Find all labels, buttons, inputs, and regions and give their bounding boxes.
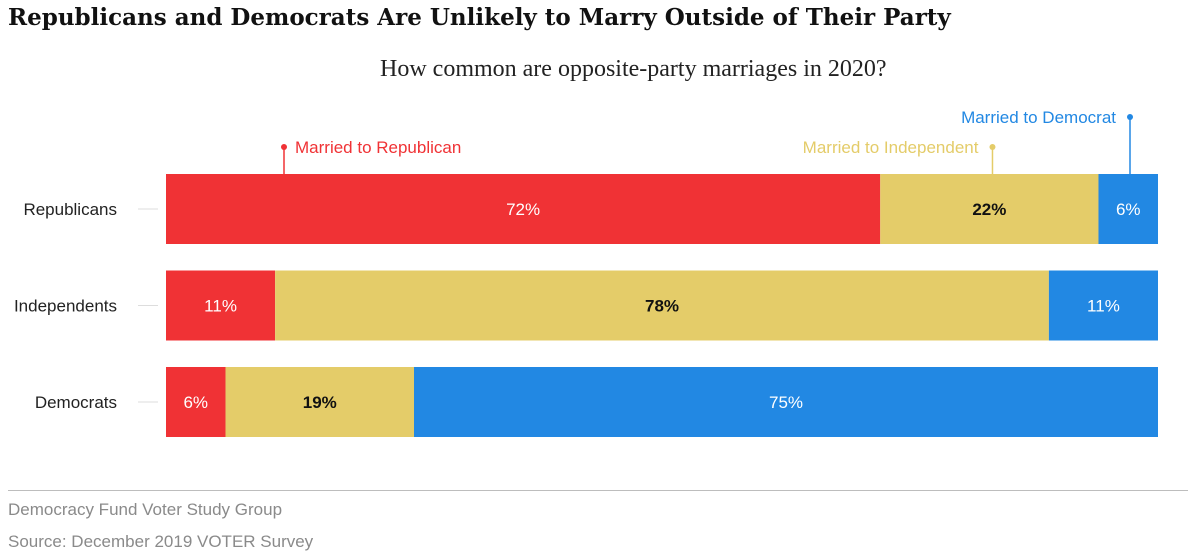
- legend-dot-married-to-democrat: [1127, 114, 1133, 120]
- data-label: 72%: [506, 200, 540, 219]
- category-label-republicans: Republicans: [23, 200, 117, 219]
- data-label: 11%: [1087, 297, 1120, 316]
- data-label: 6%: [183, 393, 208, 412]
- legend-dot-married-to-independent: [989, 144, 996, 150]
- data-label: 19%: [303, 393, 337, 412]
- bar-independents-married-to-independent: [275, 270, 1049, 341]
- legend-dot-married-to-republican: [281, 144, 287, 150]
- data-label: 75%: [769, 393, 803, 412]
- bar-independents-married-to-democrat: [1048, 270, 1158, 341]
- category-label-democrats: Democrats: [35, 393, 117, 412]
- bar-republicans-married-to-republican: [166, 174, 881, 244]
- data-label: 11%: [204, 297, 237, 316]
- legend-label-married-to-democrat: Married to Democrat: [961, 108, 1116, 127]
- chart-subtitle: How common are opposite-party marriages …: [380, 56, 887, 82]
- data-label: 22%: [972, 200, 1006, 219]
- data-label: 78%: [645, 297, 679, 316]
- bar-democrats-married-to-democrat: [414, 367, 1158, 437]
- legend-label-married-to-independent: Married to Independent: [803, 138, 979, 157]
- bar-republicans-married-to-independent: [880, 174, 1099, 244]
- source-survey: Source: December 2019 VOTER Survey: [8, 532, 314, 551]
- footer-divider: [8, 490, 1188, 491]
- stacked-bar-chart: Republicans 72% 22% 6% Independents 11% 78% 11%…: [14, 108, 1158, 437]
- data-label: 6%: [1116, 200, 1141, 219]
- chart-title: Republicans and Democrats Are Unlikely t…: [8, 4, 951, 31]
- category-label-independents: Independents: [14, 297, 117, 316]
- bar-independents-married-to-republican: [166, 270, 276, 341]
- legend-label-married-to-republican: Married to Republican: [295, 138, 461, 157]
- bar-democrats-married-to-republican: [166, 367, 226, 437]
- bar-democrats-married-to-independent: [225, 367, 414, 437]
- source-organization: Democracy Fund Voter Study Group: [8, 500, 283, 519]
- bar-republicans-married-to-democrat: [1098, 174, 1158, 244]
